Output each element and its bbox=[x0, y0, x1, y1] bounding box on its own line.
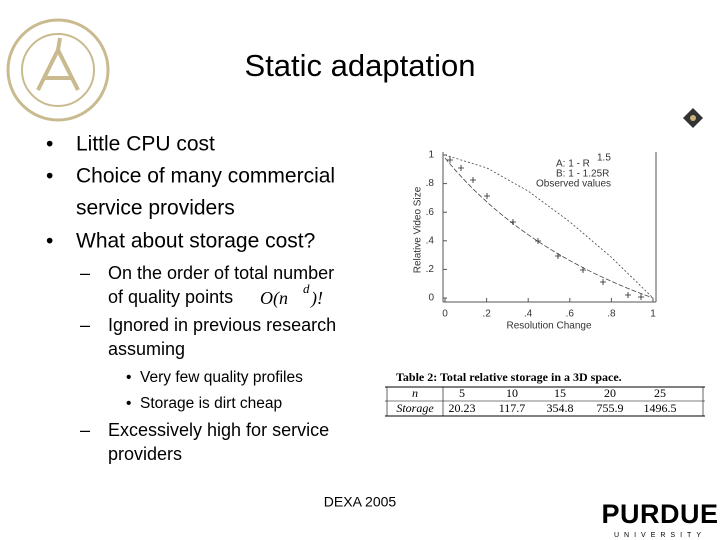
footer: DEXA 2005 bbox=[324, 494, 397, 510]
figure-y-label: Relative Video Size bbox=[413, 186, 424, 273]
bullet-dot: • bbox=[46, 165, 53, 188]
logo-name: PURDUE bbox=[601, 499, 718, 529]
figure-x-tick-label: .4 bbox=[524, 309, 533, 320]
figure-x-tick-label: 1 bbox=[650, 309, 656, 320]
figure-x-tick-label: .8 bbox=[607, 309, 616, 320]
math-base: O(n bbox=[260, 288, 288, 309]
figure-y-tick-label: .8 bbox=[426, 178, 435, 189]
figure-y-tick-label: .2 bbox=[426, 264, 435, 275]
figure-y-tick-label: .4 bbox=[426, 235, 435, 246]
bullet-dot: • bbox=[46, 133, 53, 156]
table-cell: 10 bbox=[506, 386, 518, 400]
sub-bullet: On the order of total number bbox=[108, 263, 334, 283]
table-cell: Storage bbox=[396, 401, 434, 415]
table-cell: 117.7 bbox=[499, 401, 526, 415]
sub-bullet: of quality points bbox=[108, 287, 233, 307]
corner-icon bbox=[683, 108, 703, 128]
sub-sub-bullet: Very few quality profiles bbox=[140, 369, 303, 386]
figure: Relative Video Size Resolution Change A:… bbox=[413, 150, 657, 332]
curve-b bbox=[444, 157, 654, 299]
table-cell: 20 bbox=[604, 386, 616, 400]
legend-superscript: 1.5 bbox=[597, 153, 611, 164]
legend-entry: Observed values bbox=[536, 179, 611, 190]
legend-entry: B: 1 - 1.25R bbox=[556, 169, 609, 180]
sub-bullet: Ignored in previous research bbox=[108, 315, 336, 335]
slide-title: Static adaptation bbox=[245, 48, 476, 83]
table-cell: n bbox=[412, 386, 418, 400]
sub-sub-bullet: Storage is dirt cheap bbox=[140, 395, 282, 412]
table-caption: Table 2: Total relative storage in a 3D … bbox=[396, 370, 622, 384]
math-exponent: d bbox=[303, 281, 310, 296]
sub-bullet: providers bbox=[108, 444, 182, 464]
math-tail: )! bbox=[310, 288, 323, 309]
table-cell: 20.23 bbox=[449, 401, 476, 415]
sub-sub-bullet-dot: • bbox=[126, 369, 131, 386]
sub-bullet: assuming bbox=[108, 339, 185, 359]
observed-points bbox=[447, 157, 644, 300]
logo-sub: UNIVERSITY bbox=[614, 532, 706, 539]
figure-y-tick-label: 0 bbox=[428, 293, 434, 304]
bullet: Little CPU cost bbox=[76, 133, 215, 156]
figure-x-tick-label: 0 bbox=[442, 309, 448, 320]
bullet: Choice of many commercial bbox=[76, 165, 335, 188]
table-cell: 15 bbox=[554, 386, 566, 400]
figure-y-tick-label: .6 bbox=[426, 207, 435, 218]
sub-bullet: Excessively high for service bbox=[108, 420, 329, 440]
table-cell: 5 bbox=[459, 386, 465, 400]
bullet: service providers bbox=[76, 197, 235, 220]
sub-bullet-dash: – bbox=[80, 420, 90, 440]
table-cell: 25 bbox=[654, 386, 666, 400]
table-cell: 1496.5 bbox=[644, 401, 677, 415]
sub-sub-bullet-dot: • bbox=[126, 395, 131, 412]
bullet: What about storage cost? bbox=[76, 230, 315, 253]
figure-x-tick-label: .6 bbox=[566, 309, 575, 320]
figure-x-label: Resolution Change bbox=[506, 321, 591, 332]
curve-a bbox=[444, 154, 654, 299]
figure-x-tick-label: .2 bbox=[482, 309, 491, 320]
sub-bullet-dash: – bbox=[80, 315, 90, 335]
figure-y-tick-label: 1 bbox=[428, 150, 434, 161]
table-cell: 755.9 bbox=[597, 401, 624, 415]
sub-bullet-dash: – bbox=[80, 263, 90, 283]
legend-entry: A: 1 - R bbox=[556, 159, 590, 170]
table: Table 2: Total relative storage in a 3D … bbox=[385, 370, 705, 417]
bullet-dot: • bbox=[46, 230, 53, 253]
table-cell: 354.8 bbox=[547, 401, 574, 415]
seal bbox=[6, 18, 110, 122]
